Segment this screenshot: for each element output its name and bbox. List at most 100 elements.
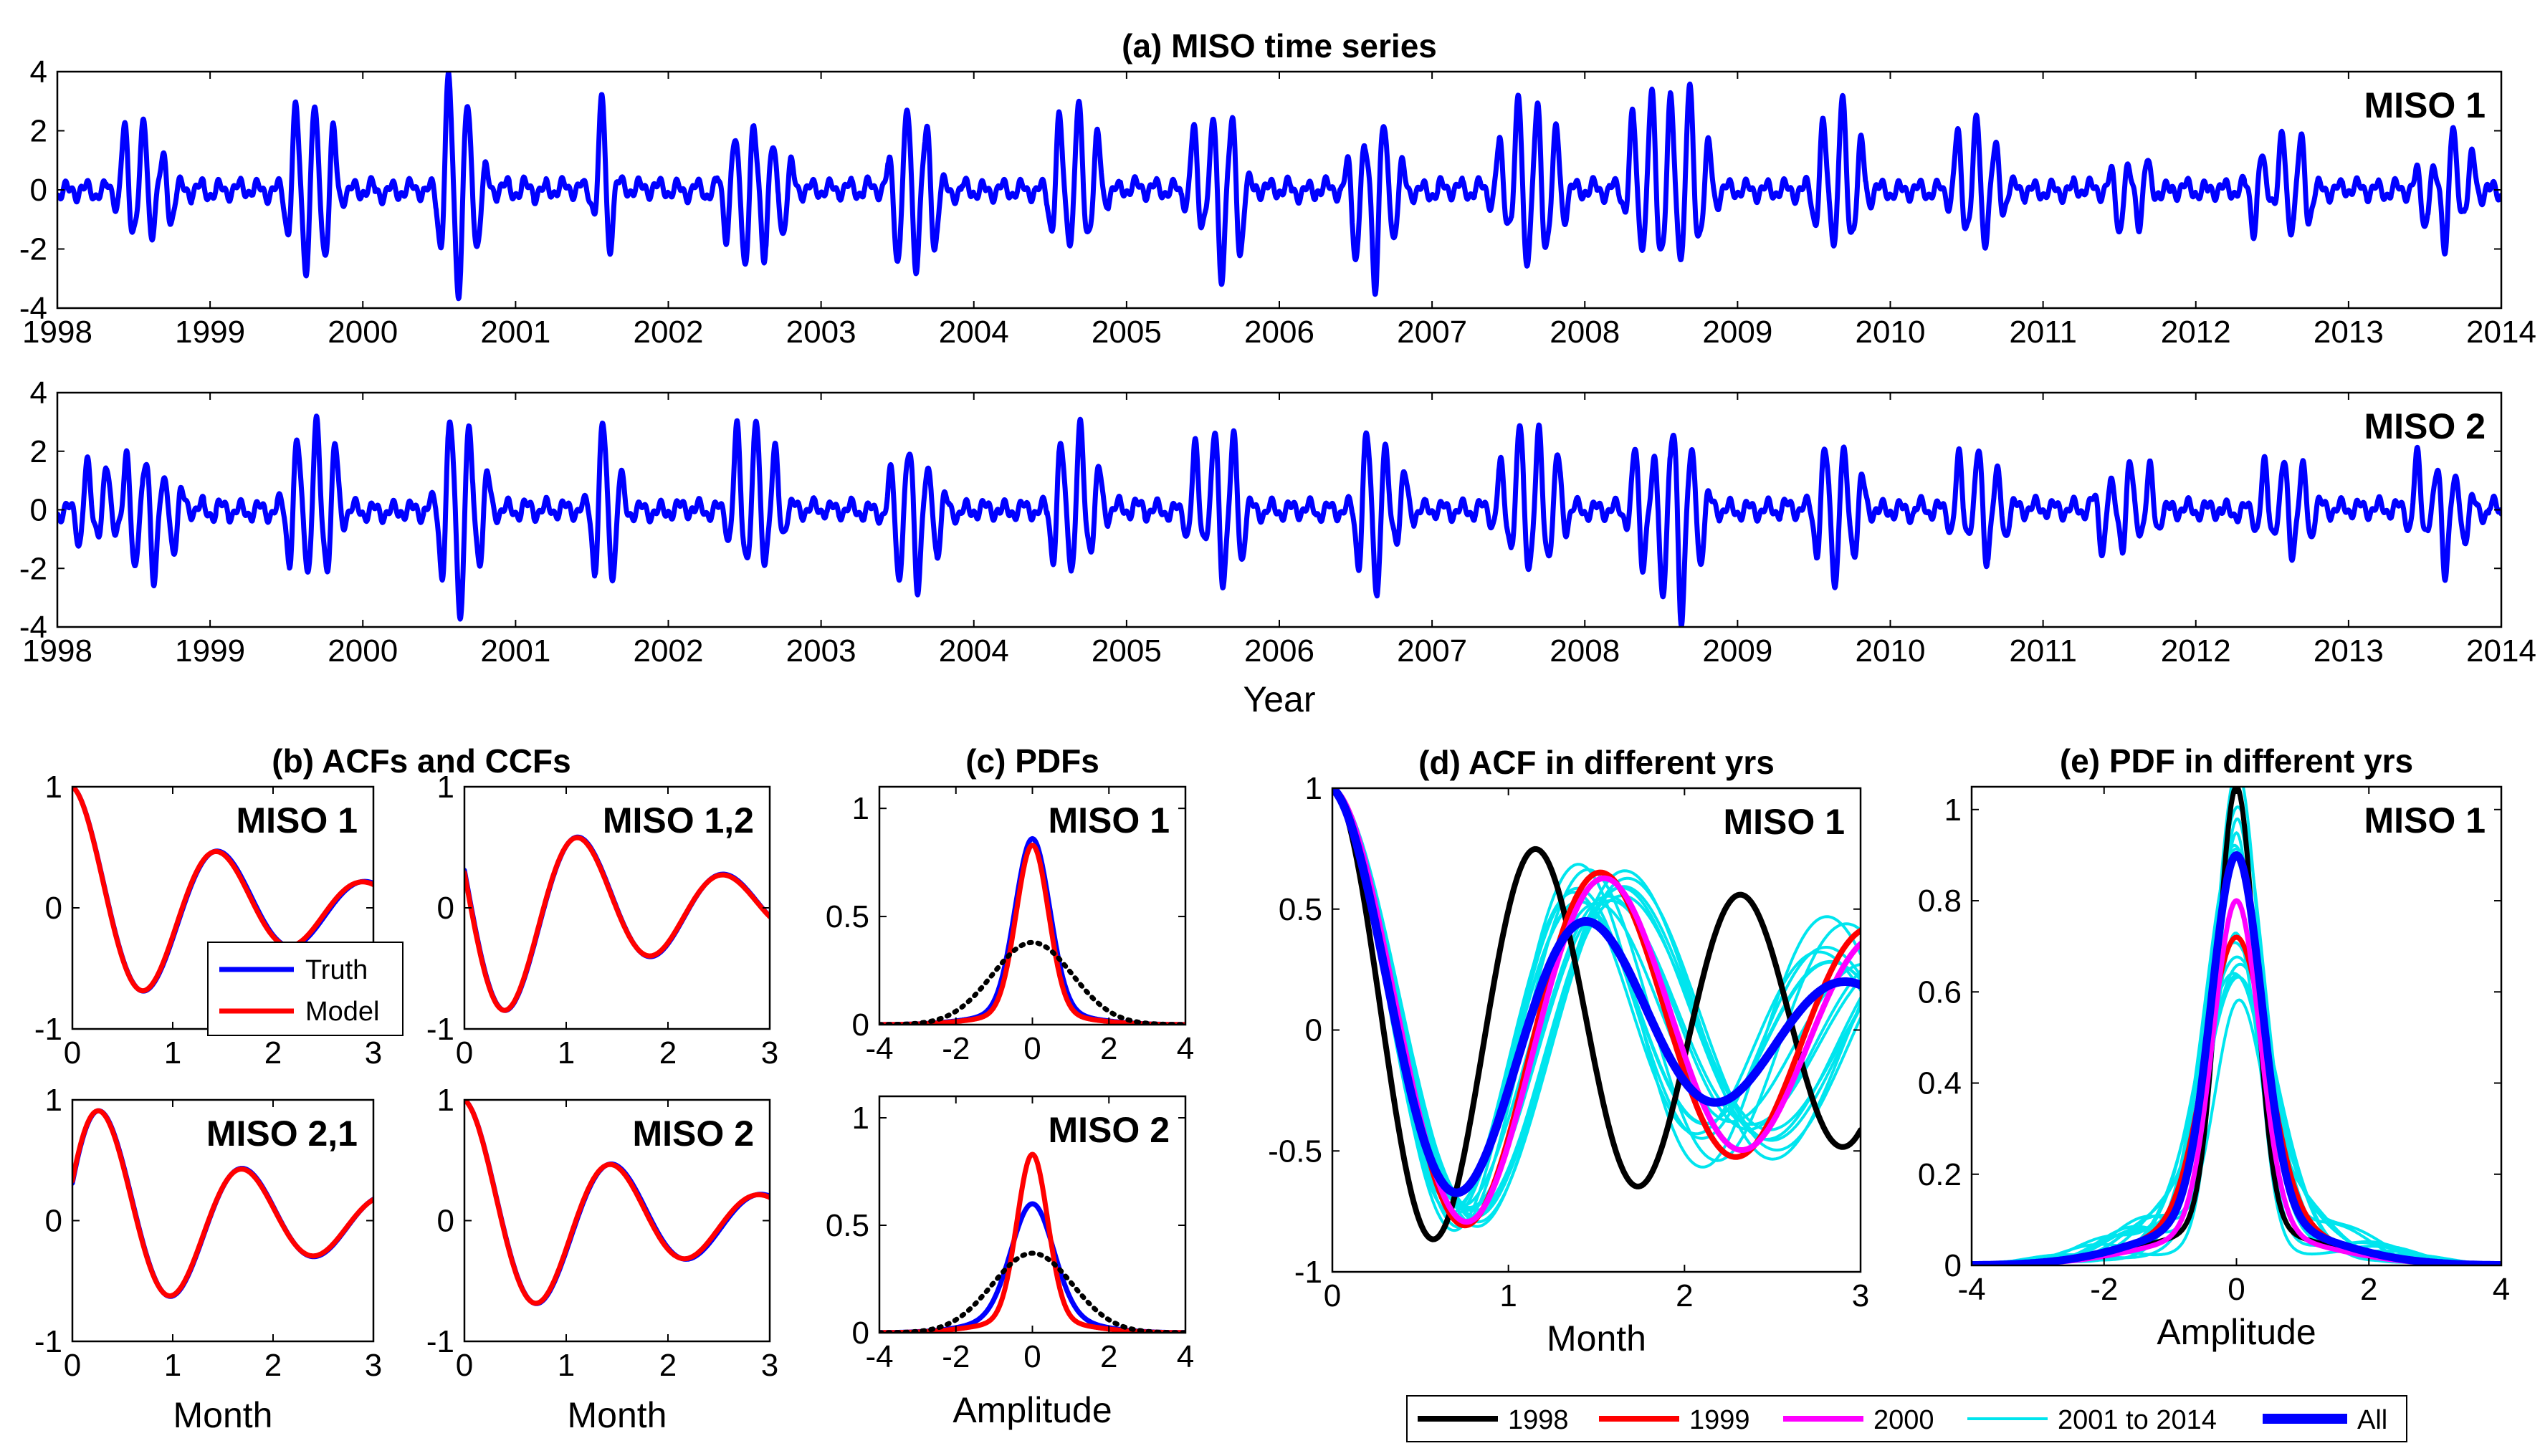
x-tick-label: 2000 [328, 315, 398, 350]
y-tick-label: 0 [30, 173, 47, 208]
panel-title: (a) MISO time series [1122, 27, 1437, 64]
x-tick-label: 2011 [2009, 633, 2077, 669]
panel-label: MISO 1 [2364, 85, 2486, 125]
series-line-miso-2 [57, 413, 2501, 627]
series-line-model [72, 787, 373, 994]
y-tick-label: 0 [30, 493, 47, 528]
y-tick-label: 0.4 [1918, 1066, 1962, 1101]
x-tick-label: 0 [2228, 1272, 2245, 1307]
y-tick-label: -1 [426, 1324, 454, 1359]
x-tick-label: 0 [1023, 1339, 1041, 1374]
panel-label: MISO 1 [237, 800, 358, 840]
legend-b: Truth Model [207, 942, 404, 1036]
legend-label: Truth [305, 955, 368, 985]
x-tick-label: 2 [264, 1348, 282, 1383]
axes-layer: 1998 1999 2000 2001 2002 2003 2004 2005 2006 2007… [19, 27, 2536, 1435]
y-tick-label: 1 [45, 770, 62, 805]
y-tick-label: -1 [34, 1012, 62, 1047]
series-line-2001-2014 [1332, 788, 1861, 1229]
y-tick-label: 0.8 [1918, 883, 1962, 919]
panel-label: MISO 2 [2364, 406, 2486, 446]
x-tick-label: 3 [365, 1035, 382, 1071]
x-tick-label: 1 [558, 1035, 575, 1071]
plot-area-c2 [879, 1151, 1185, 1333]
x-tick-label: -4 [865, 1031, 893, 1066]
plot-area-b3 [72, 1108, 373, 1299]
series-line-2001-2014 [1972, 805, 2501, 1265]
y-tick-label: 0.5 [1279, 892, 1322, 927]
series-line-model [464, 1100, 770, 1306]
legend-label: All [2357, 1405, 2387, 1435]
y-tick-label: 0 [45, 891, 62, 926]
x-tick-label: 1998 [22, 315, 92, 350]
x-tick-label: 2013 [2314, 633, 2384, 669]
x-tick-label: 2 [1100, 1031, 1117, 1066]
x-tick-label: -4 [865, 1339, 893, 1374]
legend-label: 1998 [1508, 1405, 1569, 1435]
y-tick-label: -0.5 [1268, 1134, 1322, 1169]
series-line-1998 [1332, 788, 1861, 1242]
x-tick-label: 2008 [1550, 315, 1620, 350]
x-tick-label: 2 [1676, 1278, 1693, 1313]
y-tick-label: 0.5 [826, 899, 869, 934]
axes-c1: -4 -2 0 2 4 1 0.5 0 MISO 1 (c) PDFs [826, 742, 1194, 1066]
x-axis-label: Amplitude [952, 1390, 1112, 1430]
plot-area-c1 [879, 835, 1185, 1025]
x-tick-label: 2014 [2466, 633, 2536, 669]
x-tick-label: 2004 [939, 315, 1009, 350]
x-tick-label: 0 [1324, 1278, 1341, 1313]
y-tick-label: 2 [30, 114, 47, 149]
series-line-model [879, 1151, 1185, 1333]
y-tick-label: 4 [30, 375, 47, 411]
y-tick-label: -1 [1294, 1255, 1322, 1290]
x-tick-label: 2000 [328, 633, 398, 669]
plot-area-e [1972, 787, 2501, 1265]
series-line-2001-2014 [1972, 831, 2501, 1265]
series-line-2001-2014 [1332, 788, 1861, 1218]
x-tick-label: 2 [2360, 1272, 2377, 1307]
x-tick-label: 4 [1177, 1339, 1194, 1374]
series-line-2001-2014 [1972, 998, 2501, 1265]
y-tick-label: 1 [852, 791, 869, 826]
x-tick-label: 0 [64, 1035, 81, 1071]
axes-d: 0 1 2 3 1 0.5 0 -0.5 -1 MISO 1 (d) ACF in differen… [1268, 744, 1869, 1359]
series-line-model [879, 843, 1185, 1025]
panel-title: (c) PDFs [965, 742, 1099, 780]
y-tick-label: 1 [1944, 792, 1962, 828]
x-tick-label: 1999 [175, 315, 245, 350]
x-tick-label: 2009 [1702, 633, 1772, 669]
x-tick-label: 2001 [480, 633, 550, 669]
x-tick-label: 2 [1100, 1339, 1117, 1374]
x-tick-label: 0 [456, 1348, 473, 1383]
x-tick-label: -4 [1957, 1272, 1985, 1307]
x-tick-label: 1 [1499, 1278, 1517, 1313]
x-tick-label: 2008 [1550, 633, 1620, 669]
x-tick-label: 0 [64, 1348, 81, 1383]
x-axis-label: Month [568, 1395, 667, 1435]
x-tick-label: 3 [365, 1348, 382, 1383]
x-tick-label: 1 [558, 1348, 575, 1383]
y-tick-label: 4 [30, 54, 47, 90]
plot-area-b4 [464, 1100, 770, 1306]
x-tick-label: 2003 [786, 315, 856, 350]
x-tick-label: 0 [1023, 1031, 1041, 1066]
y-tick-label: 0 [852, 1316, 869, 1351]
series-line-2001-2014 [1972, 817, 2501, 1265]
plot-area-d [1332, 788, 1861, 1242]
panel-label: MISO 2,1 [206, 1113, 358, 1154]
plot-area-a1 [57, 72, 2501, 302]
y-tick-label: 1 [437, 1083, 454, 1118]
x-axis-label: Month [173, 1395, 273, 1435]
series-line-1999 [1972, 934, 2501, 1265]
series-line-truth [879, 835, 1185, 1025]
x-tick-label: 2007 [1397, 633, 1467, 669]
series-line-miso-1 [57, 72, 2501, 302]
legend-box [207, 942, 404, 1036]
axes-a1: 1998 1999 2000 2001 2002 2003 2004 2005 2006 2007… [19, 27, 2536, 350]
panel-label: MISO 2 [1049, 1110, 1170, 1150]
x-axis-label: Month [1547, 1318, 1646, 1359]
legend-label: Model [305, 997, 380, 1027]
